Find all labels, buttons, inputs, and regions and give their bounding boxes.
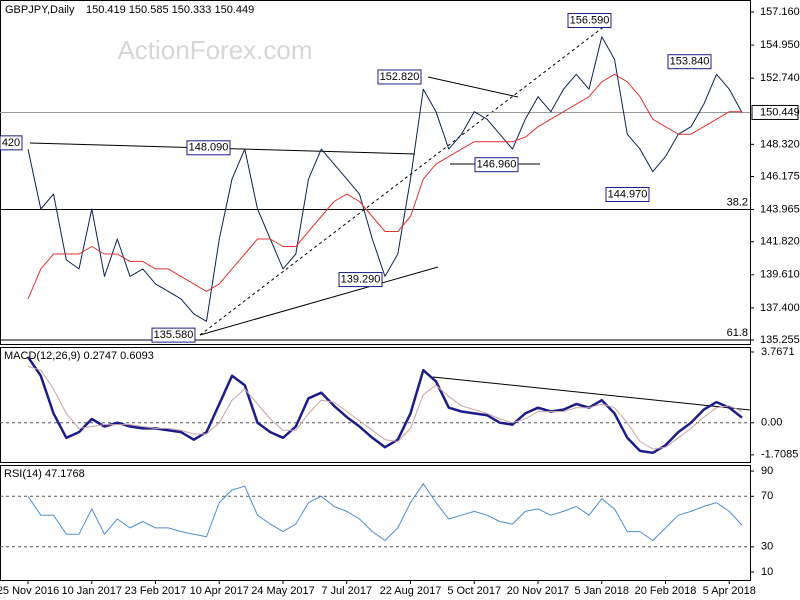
annotation-label: 144.970 bbox=[608, 188, 648, 200]
x-tick-label: 7 Jul 2017 bbox=[321, 585, 372, 597]
y-tick-label: 137.400 bbox=[760, 302, 800, 314]
annotation-label: 153.840 bbox=[670, 56, 710, 68]
series-line bbox=[27, 73, 742, 300]
annotation-box bbox=[186, 140, 231, 156]
annotation-label: 146.960 bbox=[477, 159, 517, 171]
y-tick-label: 148.320 bbox=[760, 138, 800, 150]
series-line bbox=[27, 483, 743, 541]
panel-border bbox=[0, 0, 751, 345]
annotation-label: 135.580 bbox=[154, 329, 194, 341]
panel-border bbox=[0, 465, 751, 581]
y-tick-label: 139.610 bbox=[760, 269, 800, 281]
x-tick-label: 10 Jan 2017 bbox=[61, 585, 122, 597]
watermark: ActionForex.com bbox=[117, 35, 312, 65]
panel-border bbox=[0, 347, 751, 463]
rsi-title: RSI(14) 47.1768 bbox=[4, 468, 85, 480]
y-tick-label: 146.175 bbox=[760, 170, 800, 182]
y-tick-label: 141.820 bbox=[760, 236, 800, 248]
last-price-tag bbox=[751, 104, 799, 120]
macd-title: MACD(12,26,9) 0.2747 0.6093 bbox=[4, 350, 154, 362]
x-tick-label: 25 Nov 2016 bbox=[0, 585, 59, 597]
annotation-box bbox=[567, 13, 612, 29]
annotation-label: 420 bbox=[2, 137, 20, 149]
x-tick-label: 10 Apr 2017 bbox=[190, 585, 249, 597]
y-tick-label: 143.965 bbox=[760, 203, 800, 215]
y-tick-label: 157.160 bbox=[760, 6, 800, 18]
x-tick-label: 5 Apr 2018 bbox=[703, 585, 756, 597]
annotation-label: 148.090 bbox=[189, 142, 229, 154]
annotation-box bbox=[338, 272, 383, 288]
y-tick-label: 154.950 bbox=[760, 39, 800, 51]
series-line bbox=[27, 365, 743, 450]
annotation-box bbox=[474, 157, 519, 173]
level-label: 61.8 bbox=[727, 327, 748, 339]
annotation-label: 152.820 bbox=[380, 71, 420, 83]
trend-line bbox=[199, 21, 611, 336]
trend-line bbox=[432, 376, 751, 411]
annotation-box bbox=[377, 69, 422, 85]
x-tick-label: 22 Aug 2017 bbox=[380, 585, 442, 597]
x-tick-label: 5 Jan 2018 bbox=[575, 585, 629, 597]
annotation-box bbox=[605, 187, 650, 203]
annotation-box bbox=[667, 54, 712, 70]
x-tick-label: 5 Oct 2017 bbox=[447, 585, 501, 597]
y-tick-label: 90 bbox=[761, 465, 773, 477]
y-tick-label: 0.00 bbox=[761, 417, 782, 429]
trend-line bbox=[199, 266, 439, 336]
y-tick-label: -1.7085 bbox=[761, 449, 798, 461]
trend-line bbox=[427, 76, 519, 98]
y-tick-label: 10 bbox=[761, 566, 773, 578]
symbol-title: GBPJPY,Daily bbox=[5, 4, 75, 16]
series-line bbox=[26, 356, 743, 455]
y-tick-label: 30 bbox=[761, 541, 773, 553]
annotation-label: 139.290 bbox=[341, 273, 381, 285]
x-tick-label: 24 May 2017 bbox=[251, 585, 315, 597]
y-tick-label: 70 bbox=[761, 490, 773, 502]
last-price-label: 150.449 bbox=[760, 106, 800, 118]
annotation-box bbox=[151, 327, 196, 343]
y-tick-label: 3.7671 bbox=[761, 346, 795, 358]
y-tick-label: 152.740 bbox=[760, 72, 800, 84]
level-label: 38.2 bbox=[727, 196, 748, 208]
annotation-label: 156.590 bbox=[570, 14, 610, 26]
x-tick-label: 23 Feb 2017 bbox=[125, 585, 187, 597]
ohlc-readout: 150.419 150.585 150.333 150.449 bbox=[86, 4, 254, 16]
annotation-box bbox=[0, 135, 23, 151]
series-line bbox=[27, 36, 743, 322]
panel-borders bbox=[0, 0, 751, 581]
x-tick-label: 20 Feb 2018 bbox=[635, 585, 697, 597]
y-tick-label: 135.255 bbox=[760, 334, 800, 346]
x-tick-label: 20 Nov 2017 bbox=[507, 585, 569, 597]
